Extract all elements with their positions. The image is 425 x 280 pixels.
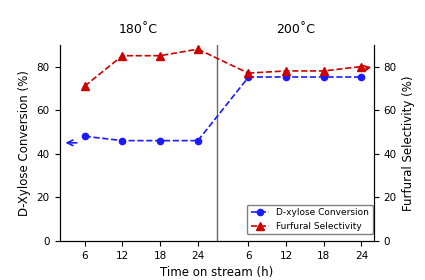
Y-axis label: Furfural Selectivity (%): Furfural Selectivity (%) (402, 75, 415, 211)
Text: 200˚C: 200˚C (276, 23, 315, 36)
X-axis label: Time on stream (h): Time on stream (h) (160, 266, 273, 279)
Legend: D-xylose Conversion, Furfural Selectivity: D-xylose Conversion, Furfural Selectivit… (247, 205, 373, 234)
Y-axis label: D-Xylose Conversion (%): D-Xylose Conversion (%) (18, 70, 31, 216)
Text: 180˚C: 180˚C (119, 23, 158, 36)
